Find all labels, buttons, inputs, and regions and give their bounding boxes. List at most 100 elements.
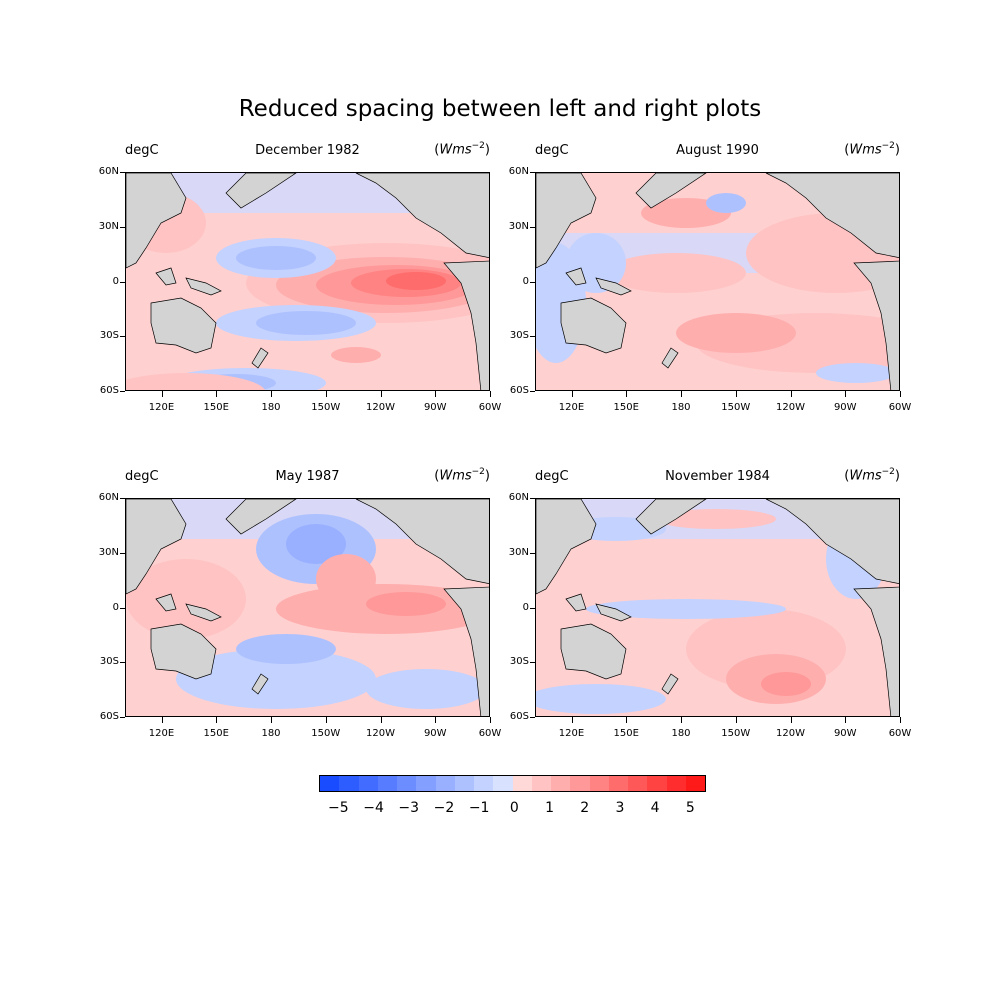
lat-tick-label: 30S [99, 656, 119, 668]
lon-tick-label: 180 [261, 728, 281, 739]
sst-anomaly-map [125, 172, 490, 391]
lon-tick-mark [790, 717, 792, 723]
lon-tick-label: 150W [311, 402, 341, 413]
sst-anomaly-map [535, 172, 900, 391]
lat-tick-label: 30N [98, 546, 119, 558]
lat-tick-label: 0 [112, 275, 119, 287]
lon-tick-label: 150E [613, 728, 639, 739]
lon-tick-mark [380, 391, 382, 397]
colorbar-swatch [512, 776, 532, 791]
lon-tick-mark [271, 391, 272, 397]
lon-tick-mark [216, 391, 218, 397]
lat-tick-mark [120, 717, 125, 718]
lon-tick-mark [735, 391, 737, 397]
lon-tick-label: 150W [311, 728, 341, 739]
panel-left-label: degC [125, 143, 159, 158]
lon-tick-label: 90W [833, 402, 857, 413]
lat-tick-label: 60N [98, 166, 119, 177]
sst-anomaly-map [125, 498, 490, 717]
lat-tick-label: 60N [508, 492, 529, 503]
lon-tick-label: 150W [721, 402, 751, 413]
lat-tick-mark [530, 336, 535, 338]
colorbar-swatch [608, 776, 628, 791]
colorbar-swatch [493, 776, 513, 791]
panel-date-label: November 1984 [665, 469, 770, 484]
lat-tick-label: 60S [509, 711, 529, 722]
lat-tick-mark [120, 662, 125, 664]
lon-tick-mark [161, 717, 163, 723]
lat-tick-mark [120, 172, 125, 173]
colorbar-swatch [685, 776, 705, 791]
figure-title: Reduced spacing between left and right p… [238, 96, 762, 122]
lat-tick-label: 60S [99, 385, 119, 396]
lon-tick-label: 180 [671, 728, 691, 739]
lat-tick-label: 30N [98, 220, 119, 232]
lon-tick-mark [681, 391, 682, 397]
colorbar-swatch [397, 776, 417, 791]
map-panel-2: degC August 1990 (Wms−2) 60N 30N 0 30S 60S 120E… [509, 141, 912, 413]
lon-tick-label: 60W [478, 728, 502, 739]
lon-tick-label: 120W [366, 402, 395, 413]
lat-tick-mark [530, 717, 535, 718]
colorbar-tick-label: 4 [650, 800, 660, 816]
panel-left-label: degC [535, 143, 569, 158]
colorbar-tick-label: −4 [363, 800, 384, 816]
lon-tick-mark [845, 391, 847, 397]
lon-tick-mark [681, 717, 682, 723]
lon-tick-mark [571, 391, 573, 397]
lon-tick-mark [490, 391, 491, 397]
lat-tick-mark [530, 607, 535, 609]
lat-tick-mark [120, 336, 125, 338]
lat-tick-label: 30N [508, 546, 529, 558]
colorbar-swatch [647, 776, 667, 791]
colorbar-swatch [474, 776, 494, 791]
colorbar-tick-label: 5 [685, 800, 695, 816]
panel-units-label: (Wms−2) [844, 141, 900, 158]
colorbar-swatch [358, 776, 378, 791]
panel-units-label: (Wms−2) [434, 141, 490, 158]
lat-tick-label: 60S [509, 385, 529, 396]
lat-tick-mark [530, 662, 535, 664]
lon-tick-label: 180 [261, 402, 281, 413]
panel-units-label: (Wms−2) [844, 467, 900, 484]
lon-tick-label: 60W [478, 402, 502, 413]
colorbar-swatch [589, 776, 609, 791]
lon-tick-mark [900, 391, 901, 397]
lat-tick-mark [530, 281, 535, 283]
colorbar-tick-label: −1 [468, 800, 490, 816]
lat-tick-label: 60N [98, 492, 119, 503]
colorbar-tick-label: 2 [580, 800, 590, 816]
lon-tick-label: 120E [148, 728, 175, 739]
lon-tick-mark [435, 391, 437, 397]
lon-tick-label: 120W [776, 402, 805, 413]
lat-tick-label: 0 [112, 601, 119, 613]
lat-tick-label: 0 [522, 601, 529, 613]
colorbar-swatch [551, 776, 571, 791]
lon-tick-label: 90W [423, 402, 447, 413]
lon-tick-label: 150E [203, 728, 229, 739]
lon-tick-mark [735, 717, 737, 723]
lat-tick-label: 60N [508, 166, 529, 177]
colorbar-swatch [435, 776, 455, 791]
lat-tick-label: 30S [509, 330, 529, 342]
lon-tick-label: 120E [558, 402, 585, 413]
lon-tick-mark [161, 391, 163, 397]
colorbar-tick-label: 0 [509, 800, 519, 816]
lon-tick-mark [380, 717, 382, 723]
colorbar-tick-label: −5 [328, 800, 349, 816]
colorbar-swatch [570, 776, 590, 791]
lon-tick-label: 150E [613, 402, 639, 413]
colorbar-tick-label: 1 [545, 800, 554, 816]
panel-date-label: May 1987 [275, 469, 340, 484]
lon-tick-label: 150E [203, 402, 229, 413]
lon-tick-mark [571, 717, 573, 723]
colorbar [319, 775, 706, 792]
lon-tick-label: 150W [721, 728, 751, 739]
lon-tick-label: 120E [558, 728, 585, 739]
panel-left-label: degC [125, 469, 159, 484]
colorbar-swatch [454, 776, 474, 791]
map-panel-4: degC November 1984 (Wms−2) 60N 30N 0 30S 60S 12… [509, 467, 912, 739]
panel-left-label: degC [535, 469, 569, 484]
lon-tick-mark [216, 717, 218, 723]
lat-tick-mark [530, 226, 535, 228]
